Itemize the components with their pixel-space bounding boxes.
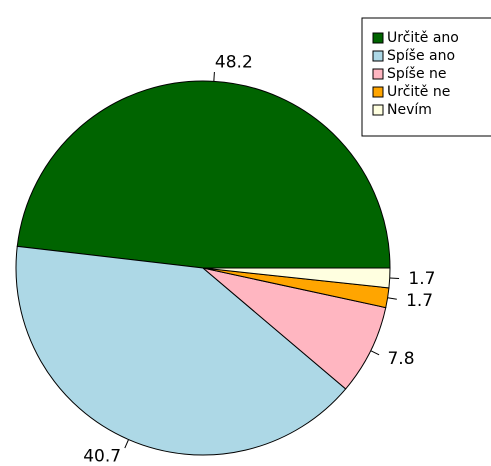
legend-swatch: [372, 32, 384, 44]
legend-label: Spíše ano: [387, 48, 455, 64]
pie-slice: [202, 267, 391, 289]
label-tick: [213, 71, 215, 82]
legend-label: Spíše ne: [387, 66, 447, 82]
data-label: 1.7: [408, 269, 435, 289]
legend-swatch: [372, 86, 384, 98]
label-tick: [387, 297, 397, 300]
pie-slice: [16, 80, 391, 269]
data-label: 40.7: [83, 447, 121, 466]
label-tick: [370, 350, 380, 356]
pie-slice: [202, 267, 387, 390]
legend-swatch: [372, 68, 384, 80]
data-label: 7.8: [387, 349, 414, 369]
legend-label: Určitě ne: [387, 84, 450, 100]
label-tick: [124, 439, 129, 449]
legend-label: Určitě ano: [387, 30, 459, 46]
legend-label: Nevím: [387, 102, 432, 118]
data-label: 1.7: [406, 291, 433, 311]
data-label: 48.2: [215, 53, 253, 73]
legend-swatch: [372, 104, 384, 116]
legend-swatch: [372, 50, 384, 62]
